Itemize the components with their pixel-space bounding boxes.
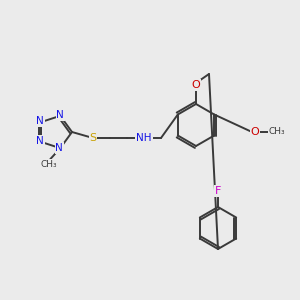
Text: CH₃: CH₃ [41,160,58,169]
Text: CH₃: CH₃ [269,128,285,136]
Text: N: N [56,110,64,120]
Text: S: S [89,133,97,143]
Text: F: F [215,186,221,196]
Text: N: N [36,136,44,146]
Text: O: O [250,127,260,137]
Text: NH: NH [136,133,152,143]
Text: N: N [36,116,44,126]
Text: O: O [192,80,200,90]
Text: N: N [56,143,63,153]
